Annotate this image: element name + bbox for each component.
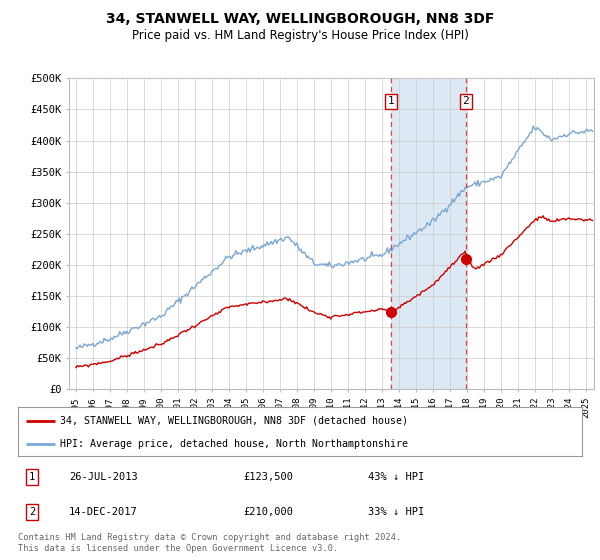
Text: HPI: Average price, detached house, North Northamptonshire: HPI: Average price, detached house, Nort… [60,439,409,449]
Text: 33% ↓ HPI: 33% ↓ HPI [368,507,424,517]
Text: 26-JUL-2013: 26-JUL-2013 [69,472,137,482]
Text: 1: 1 [29,472,35,482]
Text: 1: 1 [388,96,395,106]
Text: 2: 2 [29,507,35,517]
Text: 34, STANWELL WAY, WELLINGBOROUGH, NN8 3DF: 34, STANWELL WAY, WELLINGBOROUGH, NN8 3D… [106,12,494,26]
Text: 2: 2 [463,96,469,106]
Text: Contains HM Land Registry data © Crown copyright and database right 2024.
This d: Contains HM Land Registry data © Crown c… [18,533,401,553]
Text: 34, STANWELL WAY, WELLINGBOROUGH, NN8 3DF (detached house): 34, STANWELL WAY, WELLINGBOROUGH, NN8 3D… [60,416,409,426]
Bar [391,78,466,389]
Text: £210,000: £210,000 [244,507,293,517]
Text: 43% ↓ HPI: 43% ↓ HPI [368,472,424,482]
Text: Price paid vs. HM Land Registry's House Price Index (HPI): Price paid vs. HM Land Registry's House … [131,29,469,42]
Text: 14-DEC-2017: 14-DEC-2017 [69,507,137,517]
Text: £123,500: £123,500 [244,472,293,482]
